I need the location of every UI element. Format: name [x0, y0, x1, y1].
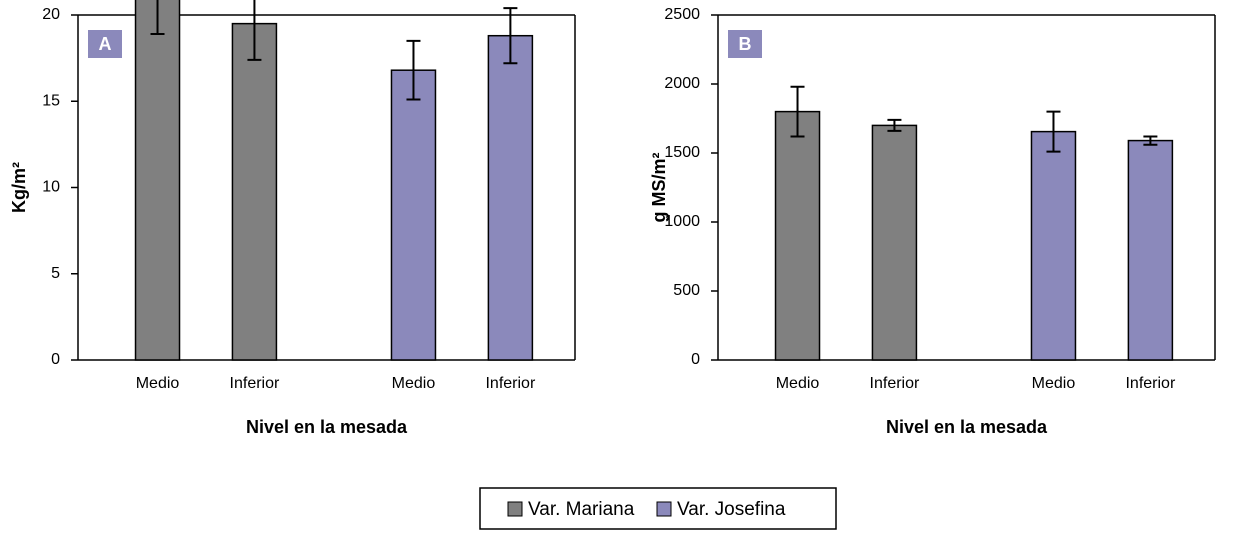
error-bar: [406, 39, 421, 101]
x-tick-label: Inferior: [230, 375, 280, 392]
y-axis-title: g MS/m²: [649, 152, 669, 222]
y-tick-label: 1500: [664, 144, 700, 161]
error-bar: [1143, 135, 1158, 146]
panel-label: A: [99, 34, 112, 54]
y-tick-label: 500: [673, 282, 700, 299]
bar: [1030, 130, 1077, 361]
y-tick-label: 20: [42, 6, 60, 23]
x-tick-label: Medio: [776, 375, 820, 392]
panel-label-box: [88, 30, 122, 58]
x-tick-label: Medio: [136, 375, 180, 392]
bar: [487, 34, 534, 361]
panel-label-box: [728, 30, 762, 58]
legend-swatch: [507, 501, 523, 517]
legend-label: Var. Mariana: [528, 499, 635, 520]
bar: [1127, 139, 1174, 361]
y-axis-title: Kg/m²: [9, 162, 29, 213]
panel-label: B: [739, 34, 752, 54]
x-tick-label: Inferior: [1125, 375, 1175, 392]
error-bar: [150, 0, 165, 35]
error-bar: [503, 7, 518, 65]
y-tick-label: 0: [51, 351, 60, 368]
error-bar: [887, 118, 902, 132]
legend-label: Var. Josefina: [677, 499, 786, 520]
y-tick-label: 15: [42, 92, 60, 109]
x-axis-title: Nivel en la mesada: [246, 417, 408, 437]
bar: [774, 110, 821, 361]
bar: [871, 124, 918, 361]
x-tick-label: Medio: [392, 375, 436, 392]
x-tick-label: Medio: [1032, 375, 1076, 392]
x-axis-title: Nivel en la mesada: [886, 417, 1048, 437]
y-tick-label: 10: [42, 179, 60, 196]
error-bar: [790, 85, 805, 138]
x-tick-label: Inferior: [870, 375, 920, 392]
legend-swatch: [656, 501, 672, 517]
y-tick-label: 5: [51, 265, 60, 282]
error-bar: [1046, 110, 1061, 153]
bar: [231, 22, 278, 361]
y-tick-label: 0: [691, 351, 700, 368]
x-tick-label: Inferior: [485, 375, 535, 392]
y-tick-label: 2000: [664, 75, 700, 92]
bar: [134, 0, 181, 361]
y-tick-label: 1000: [664, 213, 700, 230]
y-tick-label: 2500: [664, 6, 700, 23]
bar: [390, 69, 437, 361]
error-bar: [247, 0, 262, 61]
